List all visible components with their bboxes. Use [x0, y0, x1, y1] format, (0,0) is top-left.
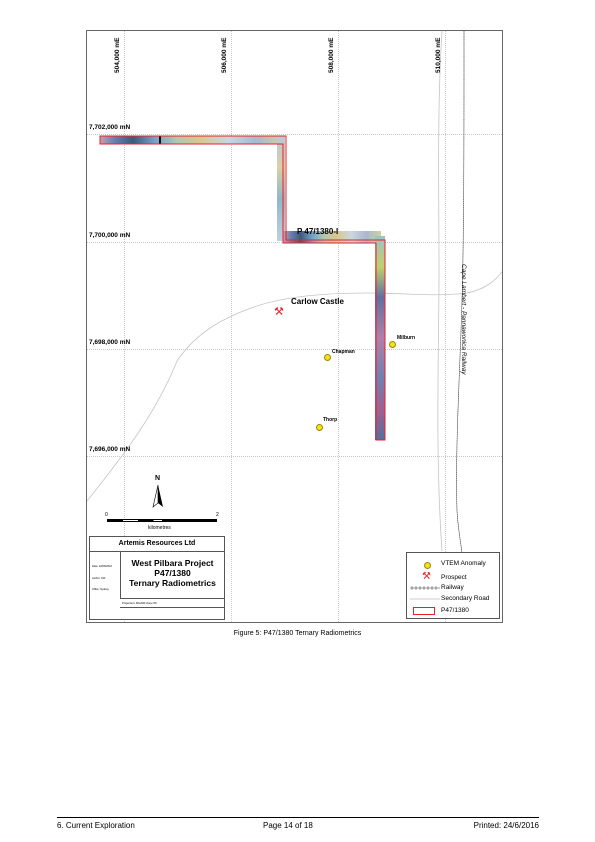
- tenement-boundary: [99, 135, 386, 441]
- anomaly-thorp: [316, 424, 323, 431]
- company-name: Artemis Resources Ltd: [90, 537, 224, 552]
- northing-label: 7,698,000 mN: [89, 339, 131, 346]
- easting-label: 510,000 mE: [435, 37, 442, 73]
- anomaly-chapman: [324, 354, 331, 361]
- footer-page-number: Page 14 of 18: [263, 821, 313, 830]
- tenement-strip-east: [375, 236, 385, 440]
- legend: VTEM Anomaly ⚒ Prospect Railway Secondar…: [406, 552, 500, 619]
- footer-section: 6. Current Exploration: [57, 821, 135, 830]
- grid-line-7702000: [87, 134, 502, 135]
- legend-prospect-icon: ⚒: [422, 571, 431, 582]
- anomaly-label-chapman: Chapman: [332, 349, 355, 355]
- grid-line-510000: [445, 31, 446, 622]
- northing-label: 7,696,000 mN: [89, 446, 131, 453]
- title-block: Artemis Resources Ltd Date: 22/06/2016 A…: [89, 536, 225, 620]
- grid-line-7696000: [87, 456, 502, 457]
- scale-bar-start: 0: [105, 512, 108, 518]
- legend-anomaly-icon: [424, 562, 431, 569]
- secondary-road: [437, 31, 443, 552]
- easting-label: 508,000 mE: [328, 37, 335, 73]
- grid-line-504000: [124, 31, 125, 622]
- map-title: Ternary Radiometrics: [129, 578, 216, 588]
- scale-bar: 0 2 kilometres: [105, 512, 219, 537]
- northing-label: 7,702,000 mN: [89, 124, 131, 131]
- tenement-label: P 47/1380-I: [297, 227, 339, 236]
- anomaly-label-thorp: Thorp: [323, 417, 338, 423]
- anomaly-milburn: [389, 341, 396, 348]
- legend-item-prospect: Prospect: [441, 574, 467, 581]
- projection-text: Projection: MGA94 Zone 50: [120, 598, 224, 608]
- map-frame: ⚒ Chapman Milburn Thorp Carlow Castle P …: [86, 30, 503, 623]
- grid-line-506000: [231, 31, 232, 622]
- scale-bar-end: 2: [216, 512, 219, 518]
- tenement-title: P47/1380: [154, 568, 191, 578]
- legend-item-vtem: VTEM Anomaly: [441, 560, 486, 567]
- legend-road-icon: [410, 598, 440, 600]
- north-arrow: N: [151, 475, 165, 509]
- grid-line-508000: [338, 31, 339, 622]
- place-label: Carlow Castle: [291, 297, 344, 306]
- northing-label: 7,700,000 mN: [89, 232, 131, 239]
- title-block-titles: West Pilbara Project P47/1380 Ternary Ra…: [121, 551, 224, 598]
- legend-item-railway: Railway: [441, 584, 464, 591]
- author-text: Author: KW: [92, 577, 106, 580]
- figure-caption: Figure 5: P47/1380 Ternary Radiometrics: [233, 630, 362, 637]
- prospect-icon: ⚒: [274, 306, 284, 318]
- easting-label: 504,000 mE: [114, 37, 121, 73]
- railway-label: Cape Lambert - Pannawonica Railway: [460, 264, 467, 375]
- grid-line-7698000: [87, 349, 502, 350]
- legend-railway-icon: [410, 586, 440, 590]
- title-block-details: Date: 22/06/2016 Author: KW Office: Sydn…: [90, 551, 121, 598]
- north-arrow-letter: N: [155, 475, 161, 482]
- map-graphics: [87, 31, 502, 592]
- secondary-road: [87, 271, 502, 502]
- project-title: West Pilbara Project: [131, 558, 214, 568]
- anomaly-label-milburn: Milburn: [397, 335, 416, 341]
- tenement-strip-upper-vertical: [277, 136, 285, 241]
- footer-divider: [57, 817, 539, 818]
- legend-tenement-icon: [413, 607, 435, 615]
- easting-label: 506,000 mE: [221, 37, 228, 73]
- scale-bar-unit: kilometres: [148, 525, 171, 531]
- footer-printed-date: Printed: 24/6/2016: [473, 821, 539, 830]
- date-text: Date: 22/06/2016: [92, 565, 112, 568]
- legend-item-tenement: P47/1380: [441, 607, 469, 614]
- tenement-strip-north: [100, 136, 283, 144]
- legend-item-road: Secondary Road: [441, 595, 490, 602]
- office-text: Office: Sydney: [92, 588, 109, 591]
